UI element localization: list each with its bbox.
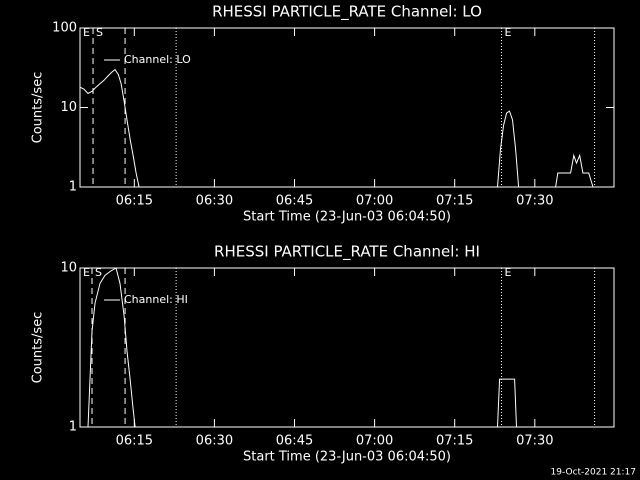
data-line xyxy=(87,267,517,428)
y-axis-title: Counts/sec xyxy=(31,312,46,384)
annotation: E xyxy=(83,266,90,279)
x-tick-label: 07:15 xyxy=(436,434,473,449)
annotation: S xyxy=(96,26,103,39)
x-tick-label: 06:15 xyxy=(116,434,153,449)
x-tick-label: 07:00 xyxy=(356,434,393,449)
x-tick-label: 06:30 xyxy=(196,434,233,449)
annotation: S xyxy=(95,266,102,279)
legend-label: Channel: HI xyxy=(124,293,188,306)
x-tick-label: 06:45 xyxy=(276,434,313,449)
legend-label: Channel: LO xyxy=(124,53,191,66)
y-axis-title: Counts/sec xyxy=(31,72,46,144)
x-tick-label: 06:45 xyxy=(276,194,313,209)
x-axis-title: Start Time (23-Jun-03 06:04:50) xyxy=(243,450,451,465)
x-tick-label: 07:30 xyxy=(516,194,553,209)
y-tick-label: 10 xyxy=(60,100,77,115)
annotation: E xyxy=(505,26,512,39)
y-tick-label: 1 xyxy=(69,420,77,435)
plot-frame xyxy=(79,27,615,188)
x-tick-label: 06:30 xyxy=(196,194,233,209)
x-axis-title: Start Time (23-Jun-03 06:04:50) xyxy=(243,210,451,225)
x-tick-label: 07:30 xyxy=(516,434,553,449)
x-tick-label: 07:15 xyxy=(436,194,473,209)
y-tick-label: 10 xyxy=(60,261,77,276)
y-tick-label: 1 xyxy=(69,180,77,195)
chart-title: RHESSI PARTICLE_RATE Channel: LO xyxy=(212,3,482,22)
plot-frame xyxy=(79,267,615,428)
footer-timestamp: 19-Oct-2021 21:17 xyxy=(551,468,636,478)
chart-title: RHESSI PARTICLE_RATE Channel: HI xyxy=(214,243,480,262)
annotation: E xyxy=(83,26,90,39)
x-tick-label: 07:00 xyxy=(356,194,393,209)
x-tick-label: 06:15 xyxy=(116,194,153,209)
annotation: E xyxy=(505,266,512,279)
data-line xyxy=(79,68,594,188)
y-tick-label: 100 xyxy=(52,21,77,36)
